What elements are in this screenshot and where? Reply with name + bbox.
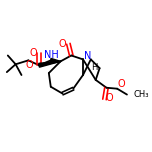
Text: O: O — [26, 60, 33, 70]
Text: N: N — [84, 52, 92, 61]
Text: O: O — [29, 48, 37, 58]
Text: NH: NH — [44, 50, 59, 60]
Text: CH₃: CH₃ — [134, 90, 149, 99]
Polygon shape — [51, 58, 60, 62]
Polygon shape — [39, 61, 60, 67]
Text: H: H — [92, 63, 98, 72]
Text: O: O — [117, 79, 125, 89]
Text: O: O — [105, 93, 113, 104]
Text: O: O — [59, 39, 66, 49]
